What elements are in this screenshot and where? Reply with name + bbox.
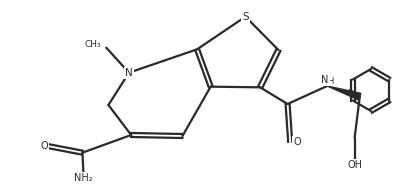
Polygon shape [327,86,361,100]
Text: NH₂: NH₂ [74,173,93,183]
Text: S: S [242,12,249,22]
Text: N: N [125,68,133,78]
Text: N: N [322,75,329,85]
Text: O: O [41,141,48,151]
Text: OH: OH [347,160,362,170]
Text: O: O [293,137,301,147]
Text: H: H [327,77,333,85]
Text: CH₃: CH₃ [85,40,101,49]
